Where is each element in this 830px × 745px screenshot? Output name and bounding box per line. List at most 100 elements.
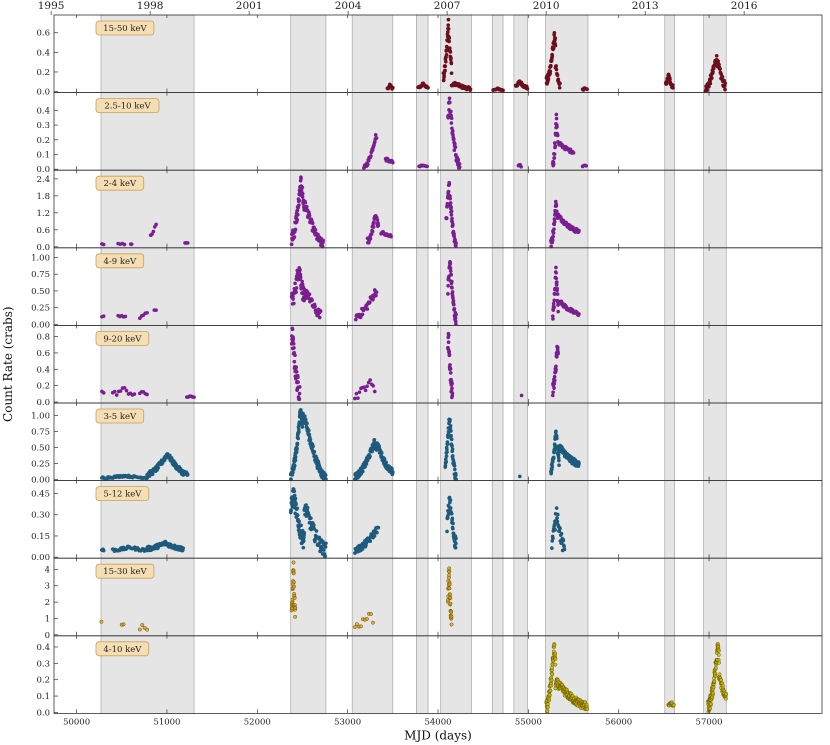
data-point-7-4-9	[370, 620, 375, 625]
data-point-2-5-44	[299, 176, 303, 181]
data-point-8-0-26	[548, 688, 553, 693]
data-point-0-2-27	[446, 17, 451, 22]
data-point-3-4-18	[294, 290, 298, 295]
data-point-4-4-39	[297, 385, 302, 389]
data-point-8-3-21	[709, 702, 713, 707]
band-badge-1: 2.5-10 keV	[95, 98, 160, 113]
band-badge-0: 15-50 keV	[95, 20, 155, 36]
data-point-3-8-22	[555, 280, 559, 284]
data-point-5-3-26	[307, 432, 312, 437]
data-point-7-0-0	[99, 619, 104, 624]
data-point-4-6-5	[446, 333, 451, 338]
data-point-8-3-53	[713, 674, 718, 678]
data-point-5-8-27	[554, 429, 558, 434]
data-point-1-0-27	[373, 133, 378, 137]
data-point-8-3-14	[708, 706, 713, 711]
data-point-5-3-88	[323, 473, 328, 478]
data-point-4-4-16	[293, 353, 297, 358]
y-tick-label-1-1: 0.1	[36, 150, 50, 160]
data-point-3-7-1	[446, 283, 450, 288]
data-point-6-3-66	[301, 539, 306, 544]
data-point-3-7-35	[452, 306, 457, 311]
y-axis-title: Count Rate (crabs)	[1, 306, 15, 422]
data-point-3-4-34	[298, 267, 302, 272]
data-point-2-9-20	[448, 196, 453, 201]
data-point-7-5-20	[448, 601, 453, 606]
data-point-2-5-26	[295, 217, 300, 222]
data-point-0-9-29	[671, 86, 675, 90]
outburst-shaded-regions	[100, 14, 727, 714]
y-tick-label-1-0: 0.0	[36, 165, 50, 175]
data-point-6-3-33	[295, 506, 300, 511]
data-point-4-1-7	[124, 388, 129, 393]
data-point-8-0-9	[545, 705, 550, 709]
data-point-2-3-2	[151, 229, 156, 234]
data-point-4-4-31	[296, 380, 300, 385]
data-point-4-8-11	[552, 378, 557, 383]
data-point-3-7-21	[449, 279, 454, 284]
data-point-8-0-59	[553, 656, 558, 661]
data-point-2-7-19	[371, 225, 376, 229]
y-tick-label-8-4: 0.4	[36, 643, 50, 653]
data-point-5-7-0	[517, 474, 522, 479]
data-point-1-3-28	[453, 145, 458, 150]
data-point-3-7-32	[452, 302, 456, 307]
data-point-8-4-2	[717, 672, 722, 677]
data-point-0-6-24	[548, 63, 553, 68]
data-point-5-5-19	[379, 451, 384, 455]
data-point-4-4-30	[296, 375, 300, 380]
data-point-0-6-43	[552, 30, 557, 35]
data-point-8-0-34	[549, 678, 554, 683]
data-point-2-9-29	[450, 216, 454, 221]
data-point-6-3-43	[297, 519, 302, 524]
data-point-1-3-18	[450, 129, 455, 133]
data-point-4-0-1	[101, 391, 106, 395]
axis-ticks	[50, 11, 745, 714]
x-tick-label-6: 56000	[605, 717, 632, 727]
data-point-5-6-29	[448, 423, 453, 428]
band-badge-label-0: 15-50 keV	[103, 24, 147, 34]
y-tick-label-8-0: 0.0	[36, 708, 50, 718]
data-point-0-6-32	[550, 54, 555, 58]
data-point-6-3-2	[289, 508, 293, 513]
band-badge-label-6: 5-12 keV	[103, 490, 142, 500]
data-point-7-3-15	[291, 560, 296, 565]
data-point-5-3-9	[302, 414, 307, 419]
shaded-interval-7	[545, 14, 589, 714]
x-tick-label-7: 57000	[696, 717, 723, 727]
data-point-5-6-13	[445, 442, 450, 447]
data-point-6-5-49	[376, 525, 381, 530]
x-tick-label-2: 52000	[244, 717, 271, 727]
data-point-2-3-4	[154, 222, 158, 227]
y-tick-label-5-3: 0.75	[31, 428, 50, 438]
data-point-5-6-58	[454, 473, 458, 477]
data-point-0-2-10	[443, 64, 448, 69]
data-point-4-5-3	[357, 390, 362, 395]
data-point-1-7-3	[584, 163, 589, 168]
data-point-2-9-3	[444, 216, 449, 221]
data-point-6-4-59	[324, 541, 328, 546]
data-point-3-7-18	[449, 272, 454, 277]
data-point-0-10-6	[705, 88, 710, 92]
data-point-8-0-52	[552, 643, 557, 648]
year-label-2: 2001	[236, 0, 263, 12]
y-tick-label-7-3: 3	[45, 582, 50, 592]
data-point-3-8-8	[552, 298, 557, 303]
data-point-0-2-9	[443, 68, 447, 73]
data-point-0-10-17	[708, 81, 713, 86]
data-point-1-5-11	[553, 144, 558, 148]
shaded-interval-0	[100, 14, 195, 714]
data-point-1-3-13	[449, 121, 454, 125]
band-badge-4: 9-20 keV	[95, 330, 150, 346]
data-point-0-2-24	[446, 30, 450, 34]
y-tick-label-2-0: 0.0	[36, 243, 50, 253]
y-tick-label-0-3: 0.6	[36, 29, 50, 39]
data-point-8-4-29	[724, 691, 729, 696]
data-point-5-3-24	[306, 428, 311, 433]
data-point-0-6-11	[546, 77, 551, 81]
data-point-4-4-11	[292, 346, 296, 350]
data-point-6-5-41	[372, 534, 377, 538]
data-point-0-1-21	[426, 85, 430, 90]
x-tick-label-4: 54000	[424, 717, 451, 727]
data-point-3-7-44	[454, 312, 458, 317]
